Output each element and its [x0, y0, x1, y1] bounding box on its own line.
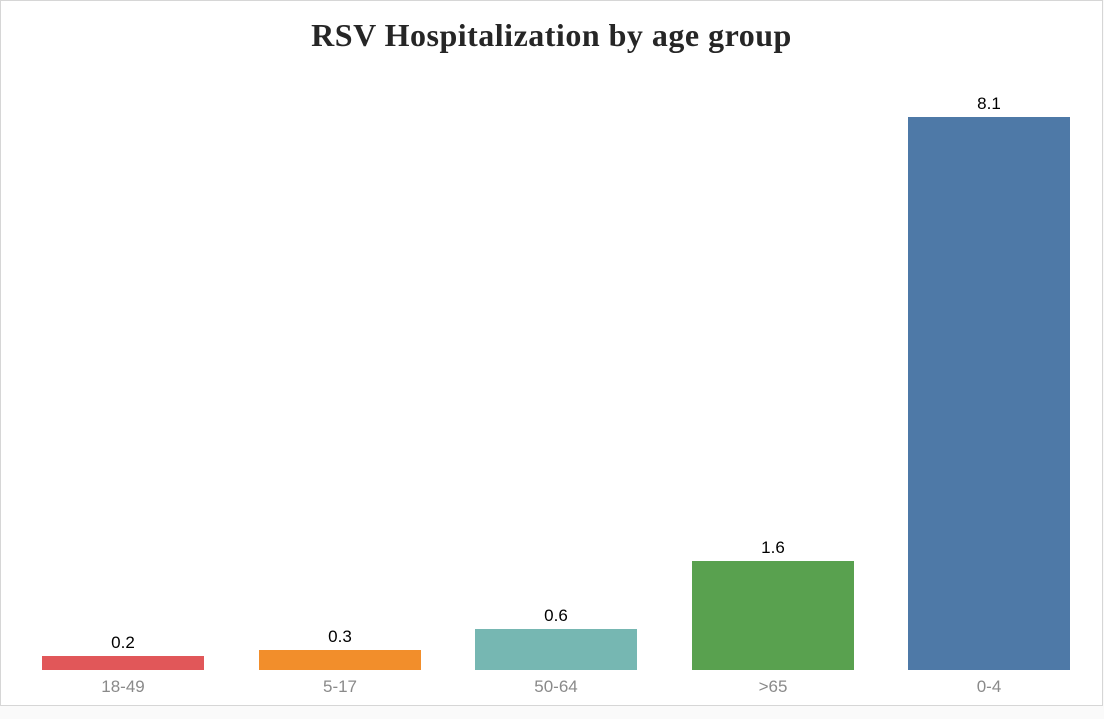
bar-value-label: 1.6 [761, 538, 785, 557]
category-label: 5-17 [322, 677, 358, 696]
bar-50-64 [475, 629, 637, 670]
category-label: 18-49 [101, 677, 145, 696]
category-label: 0-4 [976, 677, 1002, 696]
category-label: >65 [758, 677, 788, 696]
chart-title: RSV Hospitalization by age group [311, 17, 792, 53]
bar-5-17 [259, 650, 421, 670]
bar-18-49 [42, 656, 204, 670]
bar-0-4 [908, 117, 1070, 670]
bar-value-label: 0.3 [328, 627, 352, 646]
category-label: 50-64 [534, 677, 578, 696]
bar->65 [692, 561, 854, 670]
bar-value-label: 0.6 [544, 606, 568, 625]
bar-value-label: 8.1 [977, 94, 1001, 113]
bar-value-label: 0.2 [111, 633, 135, 652]
